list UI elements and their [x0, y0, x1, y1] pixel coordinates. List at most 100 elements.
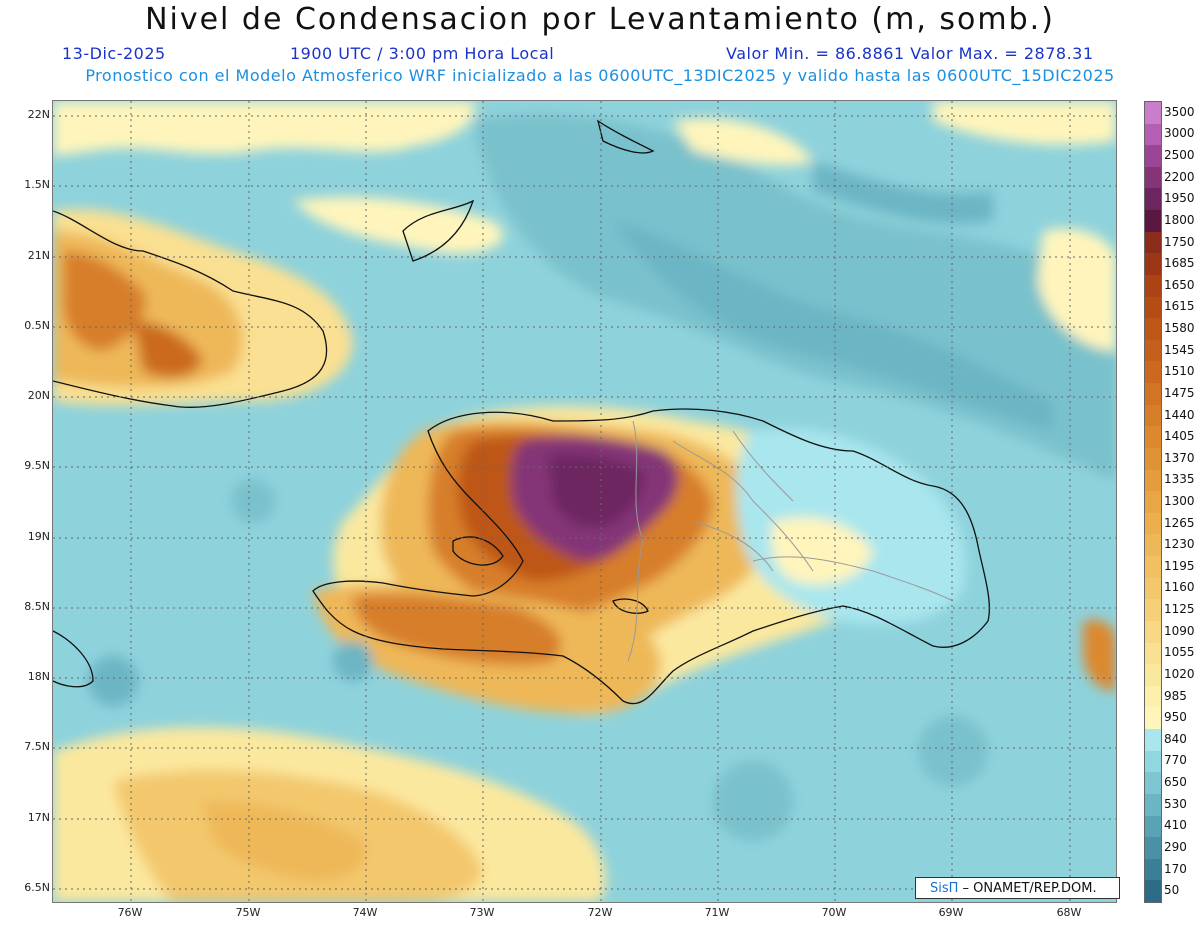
- colorbar-swatch: [1145, 102, 1161, 125]
- lon-label-76w: 76W: [117, 906, 143, 919]
- colorbar-swatch: [1145, 145, 1161, 168]
- colorbar-swatch: [1145, 772, 1161, 795]
- colorbar-label: 1090: [1164, 623, 1195, 638]
- colorbar-swatch: [1145, 556, 1161, 579]
- colorbar-swatch: [1145, 599, 1161, 622]
- province-borders: [627, 420, 954, 662]
- lat-label-18-5n: 8.5N: [24, 600, 50, 613]
- colorbar-swatch: [1145, 318, 1161, 341]
- credit-box: SisΠ – ONAMET/REP.DOM.: [915, 877, 1120, 899]
- colorbar-swatch: [1145, 815, 1161, 838]
- colorbar-swatch: [1145, 383, 1161, 406]
- lat-label-16-5n: 6.5N: [24, 881, 50, 894]
- lat-label-20n: 20N: [27, 389, 50, 402]
- gonave-island: [452, 536, 504, 566]
- colorbar-label: 1370: [1164, 450, 1195, 465]
- lon-label-74w: 74W: [352, 906, 378, 919]
- colorbar-label: 1475: [1164, 385, 1195, 400]
- colorbar-label: 1230: [1164, 537, 1195, 552]
- colorbar-label: 840: [1164, 731, 1187, 746]
- lat-label-19-5n: 9.5N: [24, 459, 50, 472]
- colorbar-swatch: [1145, 166, 1161, 189]
- colorbar-label: 950: [1164, 710, 1187, 725]
- colorbar-label: 1580: [1164, 321, 1195, 336]
- lat-label-22n: 22N: [27, 108, 50, 121]
- colorbar-swatch: [1145, 577, 1161, 600]
- credit-text: – ONAMET/REP.DOM.: [958, 881, 1097, 896]
- lcl-field-map: [53, 101, 1116, 902]
- colorbar-swatch: [1145, 123, 1161, 146]
- colorbar-label: 650: [1164, 775, 1187, 790]
- lon-label-73w: 73W: [469, 906, 495, 919]
- colorbar-label: 50: [1164, 883, 1180, 898]
- colorbar-swatch: [1145, 404, 1161, 427]
- map-panel: [52, 100, 1117, 903]
- colorbar-swatch: [1145, 361, 1161, 384]
- colorbar-swatch: [1145, 620, 1161, 644]
- colorbar-swatch: [1145, 274, 1161, 298]
- colorbar-label: 1685: [1164, 256, 1195, 271]
- colorbar-swatch: [1145, 253, 1161, 276]
- jamaica-coastline: [53, 630, 94, 688]
- sispi-logo: SisΠ: [930, 881, 959, 896]
- lon-label-71w: 71W: [704, 906, 730, 919]
- colorbar-label: 770: [1164, 753, 1187, 768]
- colorbar-swatch: [1145, 469, 1161, 492]
- colorbar-label: 1160: [1164, 580, 1195, 595]
- lon-label-75w: 75W: [235, 906, 261, 919]
- lon-label-68w: 68W: [1056, 906, 1082, 919]
- colorbar-label: 1020: [1164, 666, 1195, 681]
- lon-label-70w: 70W: [821, 906, 847, 919]
- cuba-coastline: [53, 210, 328, 408]
- colorbar-swatch: [1145, 426, 1161, 449]
- colorbar: [1144, 101, 1162, 903]
- lat-label-21-5n: 1.5N: [24, 178, 50, 191]
- colorbar-swatch: [1145, 707, 1161, 730]
- colorbar-swatch: [1145, 880, 1161, 903]
- colorbar-swatch: [1145, 447, 1161, 471]
- colorbar-swatch: [1145, 188, 1161, 211]
- colorbar-label: 985: [1164, 688, 1187, 703]
- lake-enriquillo: [612, 598, 649, 614]
- colorbar-swatch: [1145, 685, 1161, 708]
- colorbar-swatch: [1145, 339, 1161, 362]
- colorbar-label: 1125: [1164, 602, 1195, 617]
- colorbar-swatch: [1145, 512, 1161, 535]
- bahamas-islands: [402, 199, 475, 262]
- lat-label-17-5n: 7.5N: [24, 740, 50, 753]
- min-max-label: Valor Min. = 86.8861 Valor Max. = 2878.3…: [726, 44, 1094, 63]
- forecast-note: Pronostico con el Modelo Atmosferico WRF…: [85, 66, 1115, 85]
- colorbar-label: 1335: [1164, 472, 1195, 487]
- colorbar-label: 1195: [1164, 558, 1195, 573]
- colorbar-label: 410: [1164, 818, 1187, 833]
- graticule: [53, 101, 1116, 902]
- colorbar-label: 1750: [1164, 234, 1195, 249]
- hispaniola-coastline: [312, 408, 990, 705]
- lat-label-18n: 18N: [27, 670, 50, 683]
- colorbar-swatch: [1145, 642, 1161, 665]
- colorbar-swatch: [1145, 534, 1161, 557]
- colorbar-label: 170: [1164, 861, 1187, 876]
- map-title: Nivel de Condensacion por Levantamiento …: [145, 2, 1055, 37]
- lon-label-72w: 72W: [587, 906, 613, 919]
- colorbar-label: 1650: [1164, 277, 1195, 292]
- colorbar-label: 2500: [1164, 148, 1195, 163]
- colorbar-label: 1510: [1164, 364, 1195, 379]
- colorbar-label: 1615: [1164, 299, 1195, 314]
- lat-label-17n: 17N: [27, 811, 50, 824]
- colorbar-label: 290: [1164, 839, 1187, 854]
- colorbar-swatch: [1145, 491, 1161, 514]
- colorbar-label: 1055: [1164, 645, 1195, 660]
- colorbar-swatch: [1145, 858, 1161, 881]
- colorbar-swatch: [1145, 296, 1161, 319]
- colorbar-swatch: [1145, 231, 1161, 254]
- colorbar-swatch: [1145, 729, 1161, 752]
- turks-caicos: [596, 119, 655, 154]
- colorbar-label: 530: [1164, 796, 1187, 811]
- lat-label-19n: 19N: [27, 530, 50, 543]
- colorbar-label: 1265: [1164, 515, 1195, 530]
- colorbar-label: 1545: [1164, 342, 1195, 357]
- colorbar-swatch: [1145, 837, 1161, 860]
- colorbar-swatch: [1145, 664, 1161, 687]
- colorbar-label: 3000: [1164, 126, 1195, 141]
